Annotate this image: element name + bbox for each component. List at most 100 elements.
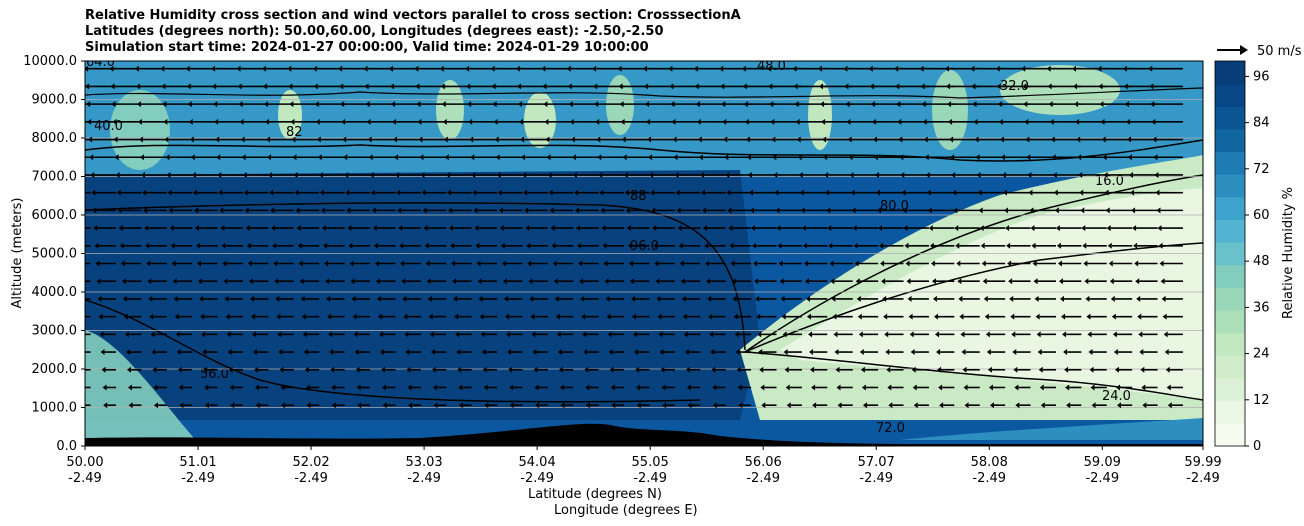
wind-vector-head <box>1057 260 1062 267</box>
wind-vector-head <box>264 118 269 125</box>
wind-vector-head <box>1003 189 1008 196</box>
colorbar-segment <box>1215 287 1245 311</box>
wind-vector-head <box>147 278 152 285</box>
wind-vector-head <box>407 384 412 391</box>
contour-line <box>744 351 1203 401</box>
wind-vector-head <box>490 65 495 72</box>
wind-vector-head <box>348 242 353 249</box>
wind-vector-head <box>152 366 157 373</box>
colorbar-segment <box>1215 61 1245 85</box>
wind-vector-head <box>528 278 533 285</box>
colorbar-segment <box>1215 378 1245 402</box>
wind-vector-head <box>831 295 836 302</box>
wind-vector-head <box>175 331 180 338</box>
wind-vector-head <box>649 171 654 178</box>
wind-vector-head <box>1015 402 1020 409</box>
wind-vector-head <box>480 331 485 338</box>
wind-vector-head <box>707 295 712 302</box>
wind-vector-head <box>673 154 678 161</box>
wind-vector-head <box>888 402 893 409</box>
wind-vector-head <box>302 331 307 338</box>
wind-vector-head <box>741 65 746 72</box>
wind-vector-head <box>128 402 133 409</box>
wind-vector-head <box>1154 171 1159 178</box>
x-tick-label-lat: 53.03 <box>405 455 442 470</box>
wind-vector-head <box>684 349 689 356</box>
wind-vector-head <box>388 65 393 72</box>
y-axis: 0.0 1000.0 2000.0 3000.0 4000.0 5000.0 6000.0 7… <box>23 54 85 454</box>
colorbar-segment <box>1215 151 1245 175</box>
wind-vector-head <box>609 366 614 373</box>
wind-vector-head <box>85 83 90 90</box>
wind-vector-head <box>424 242 429 249</box>
wind-vector-head <box>900 171 905 178</box>
wind-vector-head <box>77 384 81 390</box>
wind-vector-head <box>705 260 710 267</box>
x-tick-label-lat: 57.07 <box>858 455 895 470</box>
wind-vector-head <box>738 402 743 409</box>
wind-vector-head <box>850 189 855 196</box>
humidity-saturated-core <box>85 170 760 420</box>
wind-vector-head <box>1029 207 1034 214</box>
wind-vector-head <box>897 118 902 125</box>
wind-vector-head <box>150 331 155 338</box>
wind-vector-head <box>747 171 752 178</box>
wind-vector-head <box>237 83 242 90</box>
wind-vector-head <box>712 402 717 409</box>
wind-vector-head <box>255 384 260 391</box>
wind-vector-head <box>607 331 612 338</box>
wind-vector-head <box>581 313 586 320</box>
wind-vector-head <box>824 171 829 178</box>
wind-vector-head <box>930 260 935 267</box>
colorbar-segment <box>1215 242 1245 266</box>
wind-vector-head <box>559 384 564 391</box>
wind-vector-head <box>948 118 953 125</box>
wind-vector-head <box>884 331 889 338</box>
x-tick-label-lat: 54.04 <box>519 455 556 470</box>
wind-vector-head <box>938 384 943 391</box>
colorbar-segment <box>1215 400 1245 424</box>
contour-label: 16.0 <box>1095 174 1124 189</box>
wind-vector-head <box>1156 207 1161 214</box>
wind-vector-head <box>379 349 384 356</box>
wind-vector-head <box>1110 295 1115 302</box>
wind-vector-head <box>851 207 856 214</box>
wind-vector-head <box>457 366 462 373</box>
wind-vector-head <box>144 225 149 232</box>
wind-vector-head <box>784 366 789 373</box>
y-tick-label: 3000.0 <box>32 324 78 339</box>
wind-vector-head <box>974 136 979 143</box>
wind-vector-head <box>85 65 89 72</box>
wind-vector-head <box>575 225 580 232</box>
colorbar-segment <box>1215 196 1245 221</box>
wind-vector-head <box>500 242 505 249</box>
wind-vector-head <box>66 190 70 196</box>
wind-vector-head <box>642 65 647 72</box>
x-tick-label-lat: 59.99 <box>1184 455 1221 470</box>
wind-vector-head <box>329 349 334 356</box>
wind-vector-head <box>602 242 607 249</box>
wind-vector-head <box>964 402 969 409</box>
wind-vector-head <box>338 65 343 72</box>
wind-vector-head <box>608 349 613 356</box>
wind-vector-head <box>632 331 637 338</box>
wind-vector-head <box>111 101 116 108</box>
wind-vector-head <box>677 225 682 232</box>
humidity-driest-wedge <box>780 188 1203 400</box>
wind-vector-head <box>769 101 774 108</box>
wind-vector-head <box>504 313 509 320</box>
wind-vector-head <box>369 171 374 178</box>
colorbar-segment <box>1215 128 1245 153</box>
wind-vector-head <box>635 366 640 373</box>
wind-vector-head <box>204 384 209 391</box>
wind-vector-head <box>520 136 525 143</box>
wind-vector-head <box>382 402 387 409</box>
wind-vector-head <box>252 349 257 356</box>
wind-vector-head <box>290 118 295 125</box>
wind-vector-head <box>711 366 716 373</box>
wind-vector-head <box>939 402 944 409</box>
wind-vector-head <box>186 83 191 90</box>
wind-vector-head <box>211 65 216 72</box>
wind-vector-head <box>1132 225 1137 232</box>
wind-vector-head <box>321 225 326 232</box>
